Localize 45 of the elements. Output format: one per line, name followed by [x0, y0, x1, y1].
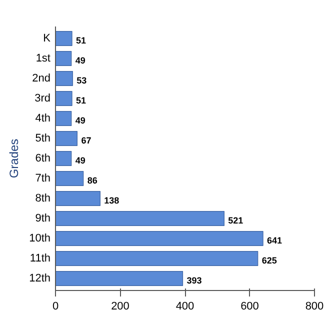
x-tick-label: 800 — [305, 300, 324, 312]
y-tick-label: 1st — [36, 52, 51, 64]
x-tick-label: 0 — [52, 300, 59, 312]
bar — [56, 71, 73, 86]
y-tick-label: 11th — [30, 252, 50, 264]
data-label: 49 — [75, 116, 86, 126]
data-label: 49 — [75, 156, 86, 166]
bar — [56, 91, 72, 106]
data-label: 51 — [76, 96, 86, 106]
y-tick-label: 4th — [35, 112, 51, 124]
bar — [56, 111, 72, 126]
bar — [56, 251, 258, 266]
y-tick-label: 2nd — [32, 72, 51, 84]
y-tick-label: 7th — [35, 172, 51, 184]
bar — [56, 51, 72, 66]
y-tick-label: K — [43, 32, 52, 44]
bar — [56, 131, 78, 146]
y-tick-label: 6th — [35, 152, 51, 164]
bar — [56, 151, 72, 166]
y-tick-label: 5th — [35, 132, 51, 144]
y-tick-label: 12th — [29, 272, 51, 284]
x-tick-label: 200 — [111, 300, 130, 312]
data-label: 641 — [267, 236, 282, 246]
bar — [56, 191, 100, 206]
y-tick-label: 10th — [29, 232, 51, 244]
data-label: 51 — [76, 36, 86, 46]
bar — [56, 171, 84, 186]
data-label: 49 — [75, 56, 86, 66]
x-tick-label: 400 — [176, 300, 194, 312]
y-tick-label: 9th — [35, 212, 51, 224]
bar — [56, 31, 72, 46]
y-tick-label: 3rd — [34, 92, 51, 104]
bar — [56, 271, 184, 286]
y-tick-label: 8th — [35, 192, 51, 204]
data-label: 53 — [76, 76, 87, 86]
data-label: 138 — [104, 196, 120, 206]
data-label: 625 — [262, 256, 277, 266]
data-label: 86 — [87, 176, 98, 186]
data-label: 393 — [186, 276, 202, 286]
data-label: 67 — [81, 136, 92, 146]
bar — [56, 231, 264, 246]
x-tick-label: 600 — [240, 300, 259, 312]
y-axis-title: Grades — [7, 138, 22, 178]
data-label: 521 — [228, 216, 244, 226]
bar — [56, 211, 224, 226]
